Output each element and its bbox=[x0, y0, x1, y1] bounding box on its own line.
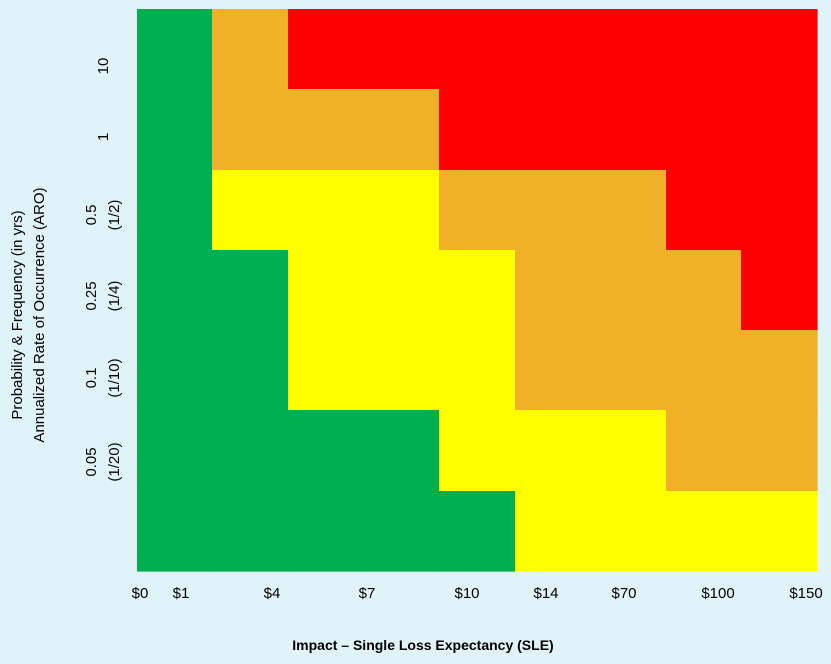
heatmap-cell-1-7-red bbox=[666, 89, 742, 171]
heatmap-cell-0-1-orange bbox=[212, 9, 289, 90]
heatmap-cell-0-6-red bbox=[590, 9, 667, 90]
heatmap-cell-0-8-red bbox=[741, 9, 818, 90]
y-tick-fraction: (1/20) bbox=[106, 442, 123, 481]
heatmap-cell-3-3-yellow bbox=[363, 250, 440, 331]
heatmap-cell-2-0-green bbox=[137, 170, 213, 251]
y-tick-value: 0.5 bbox=[83, 205, 100, 226]
heatmap-cell-2-3-yellow bbox=[363, 170, 440, 251]
heatmap-cell-3-4-yellow bbox=[439, 250, 516, 331]
heatmap-cell-1-2-orange bbox=[288, 89, 364, 171]
heatmap-cell-6-5-yellow bbox=[515, 491, 591, 572]
y-axis-title-line2: Annualized Rate of Occurrence (ARO) bbox=[31, 187, 48, 442]
x-tick-label: $0 bbox=[132, 585, 149, 602]
x-tick-label: $1 bbox=[173, 585, 190, 602]
heatmap-cell-0-7-red bbox=[666, 9, 742, 90]
heatmap-cell-5-2-green bbox=[288, 410, 364, 492]
heatmap-cell-2-1-yellow bbox=[212, 170, 289, 251]
heatmap-cell-3-1-green bbox=[212, 250, 289, 331]
heatmap-cell-0-5-red bbox=[515, 9, 591, 90]
x-axis-ticks: $0 $1 $4 $7 $10 $14 $70 $100 $150 bbox=[132, 585, 823, 602]
heatmap-cell-3-0-green bbox=[137, 250, 213, 331]
y-tick-fraction: (1/4) bbox=[106, 281, 123, 312]
heatmap-cell-6-1-green bbox=[212, 491, 289, 572]
heatmap-cell-1-1-orange bbox=[212, 89, 289, 171]
heatmap-cell-2-8-red bbox=[741, 170, 818, 251]
y-tick-fraction: (1/10) bbox=[106, 358, 123, 397]
x-tick-label: $14 bbox=[533, 585, 558, 602]
y-tick-value: 1 bbox=[95, 133, 112, 141]
heatmap-cell-4-0-green bbox=[137, 330, 213, 411]
heatmap-cell-2-5-orange bbox=[515, 170, 591, 251]
heatmap-cell-0-4-red bbox=[439, 9, 516, 90]
heatmap-cell-6-8-yellow bbox=[741, 491, 818, 572]
y-axis-ticks: 10 1 0.5 (1/2) 0.25 (1/4) 0.1 (1/10) 0.05 (1/20) bbox=[83, 58, 123, 482]
heatmap-cell-4-2-yellow bbox=[288, 330, 364, 411]
heatmap-cell-2-6-orange bbox=[590, 170, 667, 251]
heatmap-cell-0-3-red bbox=[363, 9, 440, 90]
heatmap-cell-0-0-green bbox=[137, 9, 213, 90]
heatmap-cell-2-4-orange bbox=[439, 170, 516, 251]
x-tick-label: $7 bbox=[359, 585, 376, 602]
y-tick-fraction: (1/2) bbox=[106, 200, 123, 231]
heatmap-cell-5-1-green bbox=[212, 410, 289, 492]
heatmap-cell-4-3-yellow bbox=[363, 330, 440, 411]
heatmap-cell-1-6-red bbox=[590, 89, 667, 171]
x-tick-label: $150 bbox=[789, 585, 822, 602]
heatmap-cell-1-4-red bbox=[439, 89, 516, 171]
heatmap-cell-4-5-orange bbox=[515, 330, 591, 411]
y-tick-value: 0.25 bbox=[83, 281, 100, 310]
x-tick-label: $100 bbox=[701, 585, 734, 602]
y-tick-value: 0.05 bbox=[83, 447, 100, 476]
heatmap-cell-2-2-yellow bbox=[288, 170, 364, 251]
heatmap-cell-1-0-green bbox=[137, 89, 213, 171]
y-axis-title-line1: Probability & Frequency (in yrs) bbox=[9, 210, 26, 419]
x-tick-label: $10 bbox=[454, 585, 479, 602]
heatmap-cell-5-7-orange bbox=[666, 410, 742, 492]
heatmap-cell-5-8-orange bbox=[741, 410, 818, 492]
y-tick-value: 0.1 bbox=[83, 368, 100, 389]
heatmap-cell-6-0-green bbox=[137, 491, 213, 572]
heatmap-cell-6-3-green bbox=[363, 491, 440, 572]
heatmap-cell-5-4-yellow bbox=[439, 410, 516, 492]
heatmap-cell-5-0-green bbox=[137, 410, 213, 492]
heatmap-cell-4-8-orange bbox=[741, 330, 818, 411]
heatmap-cell-6-7-yellow bbox=[666, 491, 742, 572]
heatmap-cells bbox=[137, 9, 818, 572]
heatmap-cell-3-6-orange bbox=[590, 250, 667, 331]
heatmap-cell-3-5-orange bbox=[515, 250, 591, 331]
heatmap-cell-5-6-yellow bbox=[590, 410, 667, 492]
heatmap-cell-0-2-red bbox=[288, 9, 364, 90]
x-tick-label: $4 bbox=[264, 585, 281, 602]
heatmap-cell-3-8-red bbox=[741, 250, 818, 331]
heatmap-cell-4-1-green bbox=[212, 330, 289, 411]
heatmap-cell-1-3-orange bbox=[363, 89, 440, 171]
heatmap-cell-3-2-yellow bbox=[288, 250, 364, 331]
x-tick-label: $70 bbox=[611, 585, 636, 602]
heatmap-cell-6-6-yellow bbox=[590, 491, 667, 572]
x-axis-title: Impact – Single Loss Expectancy (SLE) bbox=[292, 637, 553, 653]
heatmap-cell-1-8-red bbox=[741, 89, 818, 171]
heatmap-cell-4-7-orange bbox=[666, 330, 742, 411]
heatmap-cell-4-6-orange bbox=[590, 330, 667, 411]
heatmap-cell-5-3-green bbox=[363, 410, 440, 492]
y-tick-value: 10 bbox=[95, 58, 112, 75]
heatmap-cell-4-4-yellow bbox=[439, 330, 516, 411]
heatmap-cell-5-5-yellow bbox=[515, 410, 591, 492]
heatmap-cell-1-5-red bbox=[515, 89, 591, 171]
heatmap-cell-6-4-green bbox=[439, 491, 516, 572]
heatmap-cell-2-7-red bbox=[666, 170, 742, 251]
heatmap-cell-6-2-green bbox=[288, 491, 364, 572]
heatmap-cell-3-7-orange bbox=[666, 250, 742, 331]
